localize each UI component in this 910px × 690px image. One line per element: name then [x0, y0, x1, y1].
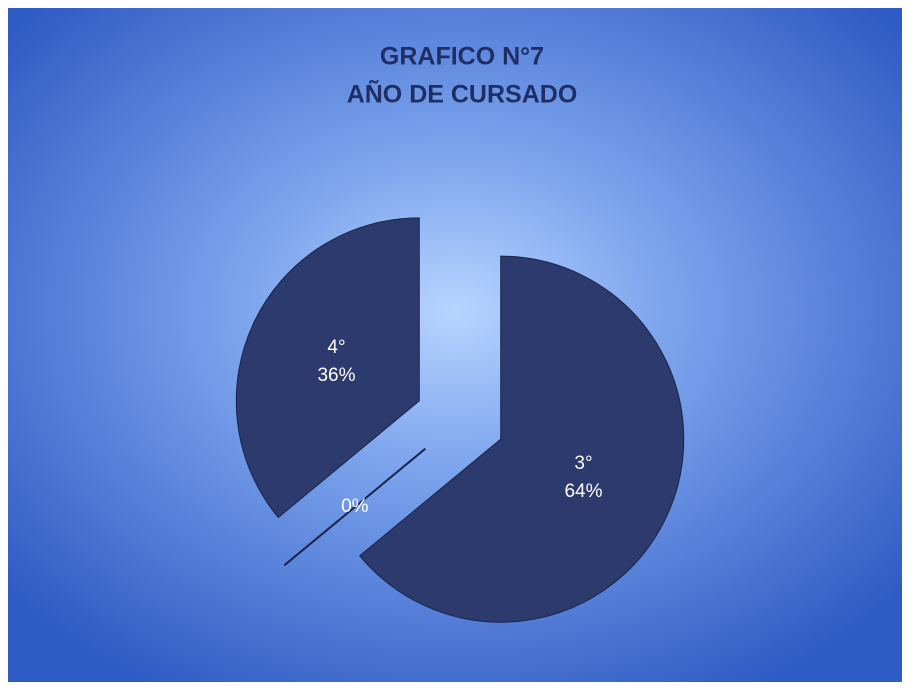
chart-title: GRAFICO N°7	[380, 43, 544, 71]
chart-subtitle: AÑO DE CURSADO	[347, 79, 578, 109]
slice-label: 4°	[327, 337, 345, 358]
slice-value-label: 36%	[317, 365, 355, 386]
slice-value-label: 0%	[341, 496, 369, 517]
slice-label: 3°	[574, 453, 592, 474]
pie-slice	[359, 255, 685, 623]
pie-slice	[235, 217, 420, 519]
pie-slice	[283, 447, 426, 567]
slice-value-label: 64%	[564, 481, 602, 502]
